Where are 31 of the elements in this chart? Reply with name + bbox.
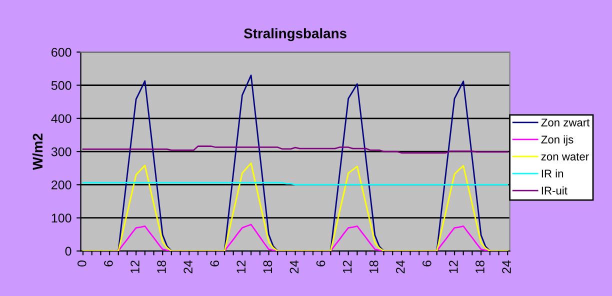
x-tick-label: 24: [290, 260, 299, 274]
y-tick-label: 300: [51, 147, 72, 156]
legend-label: Zon ijs: [541, 135, 574, 146]
legend-label: zon water: [541, 153, 589, 160]
x-tick-label: 18: [369, 260, 378, 273]
x-tick-label: 18: [263, 260, 272, 273]
y-tick-label: 600: [52, 48, 72, 57]
x-tick-label: 24: [184, 260, 192, 274]
y-tick-label: 500: [51, 81, 72, 90]
legend-label: IR-uit: [542, 186, 568, 195]
legend-label: IR in: [542, 169, 564, 178]
x-tick-label: 12: [130, 260, 140, 273]
x-tick-label: 6: [316, 260, 326, 266]
x-tick-label: 24: [396, 260, 405, 274]
x-tick-label: 18: [476, 260, 484, 273]
x-tick-label: 0: [78, 260, 86, 266]
chart-title: Stralingsbalans: [244, 28, 346, 42]
x-tick-label: 24: [502, 260, 511, 274]
x-tick-label: 12: [342, 260, 352, 273]
y-tick-label: 200: [52, 180, 72, 190]
x-tick-label: 6: [422, 260, 432, 266]
y-axis-title: W/m2: [32, 134, 43, 170]
x-tick-label: 18: [157, 260, 166, 273]
x-tick-label: 6: [104, 260, 113, 266]
y-tick-label: 100: [52, 214, 72, 223]
legend-label: Zon zwart: [541, 118, 590, 126]
x-tick-label: 12: [449, 260, 458, 273]
y-tick-label: 400: [51, 114, 72, 124]
x-tick-label: 12: [236, 260, 246, 273]
y-tick-label: 0: [65, 246, 72, 256]
x-tick-label: 6: [210, 260, 220, 266]
